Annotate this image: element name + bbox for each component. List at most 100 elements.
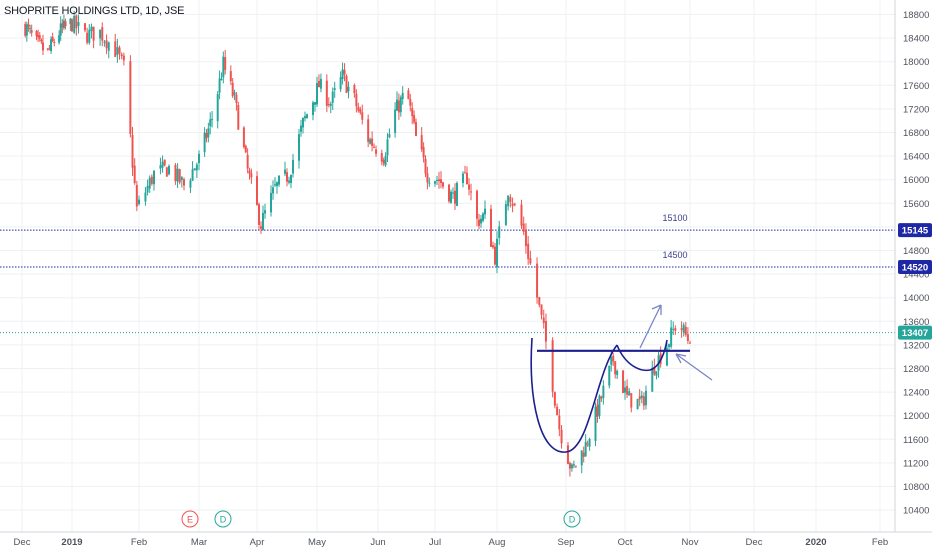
candle-body bbox=[146, 185, 149, 193]
candle-body bbox=[51, 36, 54, 41]
candle-body bbox=[640, 395, 643, 399]
candle-body bbox=[369, 139, 372, 144]
candle-body bbox=[41, 42, 44, 51]
candle-body bbox=[138, 199, 140, 205]
horizontal-levels[interactable]: 15100 14500 bbox=[0, 213, 895, 334]
candle-body bbox=[24, 24, 27, 36]
candle-body bbox=[298, 134, 300, 161]
last-price-badge bbox=[898, 325, 932, 340]
candle-body bbox=[470, 191, 472, 193]
candle-body bbox=[380, 153, 383, 162]
candle-body bbox=[653, 366, 656, 375]
candle-body bbox=[64, 21, 67, 27]
candle-body bbox=[529, 258, 532, 264]
candle-body bbox=[588, 439, 591, 447]
candle-body bbox=[216, 93, 219, 122]
x-tick-label: Feb bbox=[131, 537, 147, 548]
candle-body bbox=[492, 245, 494, 248]
candle-body bbox=[594, 406, 597, 441]
candle-body bbox=[69, 18, 72, 25]
candle-body bbox=[244, 145, 247, 153]
candle-body bbox=[401, 92, 404, 99]
candles bbox=[24, 10, 691, 477]
candle-body bbox=[538, 296, 541, 305]
candle-body bbox=[231, 82, 234, 97]
candle-body bbox=[420, 135, 423, 150]
candle-body bbox=[407, 90, 410, 100]
candle-body bbox=[638, 396, 641, 400]
candle-body bbox=[371, 138, 374, 146]
candle-body bbox=[513, 204, 516, 206]
x-tick-label: 2019 bbox=[61, 537, 82, 548]
y-tick-label: 16000 bbox=[903, 175, 929, 186]
event-marker bbox=[214, 510, 232, 528]
y-tick-label: 17200 bbox=[903, 104, 929, 115]
candle-body bbox=[178, 169, 181, 183]
candle-body bbox=[644, 390, 647, 406]
candle-body bbox=[258, 204, 260, 225]
candle-body bbox=[689, 342, 691, 344]
candle-body bbox=[288, 180, 290, 183]
candle-body bbox=[203, 132, 206, 153]
candle-body bbox=[630, 393, 633, 408]
candle-body bbox=[114, 41, 117, 57]
level-text: 15100 bbox=[662, 213, 687, 223]
level-axis-label: 15145 bbox=[902, 226, 929, 237]
candle-body bbox=[150, 176, 153, 184]
y-tick-label: 15600 bbox=[903, 199, 929, 210]
candle-body bbox=[672, 328, 675, 330]
candle-body bbox=[107, 42, 110, 51]
candle-body bbox=[580, 450, 583, 466]
candle-body bbox=[665, 347, 668, 366]
drawings[interactable] bbox=[530, 304, 713, 453]
candle-body bbox=[482, 213, 484, 221]
candle-body bbox=[38, 35, 41, 39]
candle-body bbox=[103, 41, 106, 43]
candle-body bbox=[262, 212, 264, 231]
candle-body bbox=[30, 30, 33, 33]
candle-body bbox=[292, 160, 294, 174]
candle-body bbox=[327, 104, 330, 106]
candle-body bbox=[260, 226, 262, 229]
candle-body bbox=[396, 99, 398, 111]
y-tick-label: 12000 bbox=[903, 411, 929, 422]
candle-body bbox=[53, 42, 56, 44]
candle-body bbox=[651, 367, 654, 392]
candle-body bbox=[218, 78, 221, 93]
candle-body bbox=[345, 75, 348, 93]
candle-body bbox=[222, 56, 225, 78]
x-tick-label: May bbox=[308, 537, 326, 548]
candle-body bbox=[29, 27, 32, 29]
candle-body bbox=[105, 40, 108, 49]
candle-body bbox=[422, 146, 425, 158]
handle-curve bbox=[616, 339, 668, 372]
candle-body bbox=[478, 219, 480, 226]
candle-body bbox=[394, 109, 397, 133]
level-axis-badge bbox=[898, 223, 932, 238]
candle-body bbox=[436, 179, 438, 181]
candle-body bbox=[131, 134, 134, 168]
candle-body bbox=[426, 173, 429, 183]
candle-body bbox=[540, 304, 543, 315]
candle-body bbox=[655, 371, 658, 376]
candle-body bbox=[438, 179, 440, 181]
candle-body bbox=[317, 80, 320, 88]
candle-body bbox=[388, 134, 391, 138]
candle-body bbox=[448, 184, 450, 202]
candle-body bbox=[168, 165, 170, 175]
candle-body bbox=[86, 32, 89, 43]
candle-body bbox=[300, 125, 302, 132]
price-axis[interactable]: 10400 10800 11200 11600 12000 12400 12800 13200… bbox=[894, 0, 932, 532]
time-axis[interactable]: Dec 2019 Feb Mar Apr May Jun Jul Aug Sep Oct Nov Dec… bbox=[0, 531, 932, 548]
retest-arrow bbox=[675, 353, 713, 381]
candle-body bbox=[612, 355, 615, 362]
candle-body bbox=[174, 164, 177, 182]
candle-body bbox=[610, 357, 613, 365]
candle-body bbox=[468, 184, 470, 190]
candle-body bbox=[686, 334, 689, 341]
candle-body bbox=[399, 97, 402, 113]
candle-body bbox=[560, 429, 563, 444]
